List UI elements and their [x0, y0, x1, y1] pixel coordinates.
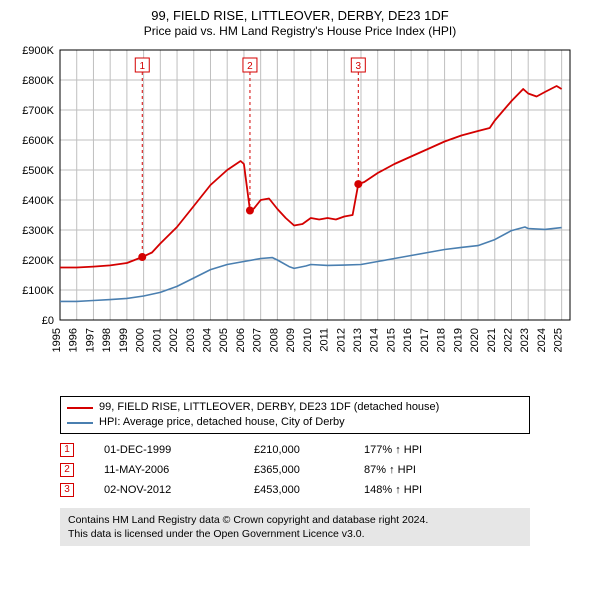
- sale-event-diff: 148% ↑ HPI: [364, 484, 530, 496]
- svg-text:2005: 2005: [218, 328, 230, 352]
- svg-text:1999: 1999: [118, 328, 130, 352]
- svg-text:£200K: £200K: [22, 255, 54, 267]
- legend-item: 99, FIELD RISE, LITTLEOVER, DERBY, DE23 …: [67, 400, 523, 415]
- svg-text:1996: 1996: [68, 328, 80, 352]
- svg-text:2007: 2007: [252, 328, 264, 352]
- sale-event-date: 01-DEC-1999: [104, 444, 224, 456]
- svg-text:2003: 2003: [185, 328, 197, 352]
- sale-event-row: 2 11-MAY-2006 £365,000 87% ↑ HPI: [60, 460, 530, 480]
- svg-text:2013: 2013: [352, 328, 364, 352]
- svg-text:2004: 2004: [201, 328, 213, 352]
- svg-text:2021: 2021: [486, 328, 498, 352]
- svg-text:£800K: £800K: [22, 75, 54, 87]
- chart-svg: £0 £100K £200K £300K £400K £500K £600K £700K £80…: [8, 42, 592, 392]
- svg-text:2006: 2006: [235, 328, 247, 352]
- sale-event-date: 11-MAY-2006: [104, 464, 224, 476]
- legend-label: 99, FIELD RISE, LITTLEOVER, DERBY, DE23 …: [99, 400, 439, 415]
- svg-text:2001: 2001: [151, 328, 163, 352]
- svg-text:1995: 1995: [51, 328, 63, 352]
- svg-text:2: 2: [247, 61, 253, 72]
- chart-plot-area: £0 £100K £200K £300K £400K £500K £600K £700K £80…: [8, 42, 592, 392]
- legend-swatch: [67, 407, 93, 409]
- sale-event-marker: 1: [60, 443, 74, 457]
- chart-legend: 99, FIELD RISE, LITTLEOVER, DERBY, DE23 …: [60, 396, 530, 434]
- sale-event-row: 1 01-DEC-1999 £210,000 177% ↑ HPI: [60, 440, 530, 460]
- svg-text:£500K: £500K: [22, 165, 54, 177]
- svg-text:2002: 2002: [168, 328, 180, 352]
- svg-text:2009: 2009: [285, 328, 297, 352]
- svg-text:£0: £0: [42, 315, 54, 327]
- attribution-line-1: Contains HM Land Registry data © Crown c…: [68, 513, 522, 527]
- svg-text:2015: 2015: [385, 328, 397, 352]
- svg-text:2010: 2010: [302, 328, 314, 352]
- sale-event-price: £365,000: [254, 464, 334, 476]
- svg-text:£400K: £400K: [22, 195, 54, 207]
- svg-text:2014: 2014: [369, 328, 381, 352]
- sale-event-diff: 87% ↑ HPI: [364, 464, 530, 476]
- attribution-footer: Contains HM Land Registry data © Crown c…: [60, 508, 530, 546]
- svg-text:2000: 2000: [135, 328, 147, 352]
- svg-text:2022: 2022: [502, 328, 514, 352]
- chart-container: 99, FIELD RISE, LITTLEOVER, DERBY, DE23 …: [0, 0, 600, 554]
- svg-text:2020: 2020: [469, 328, 481, 352]
- legend-label: HPI: Average price, detached house, City…: [99, 415, 345, 430]
- svg-text:2011: 2011: [319, 328, 331, 352]
- svg-text:2019: 2019: [452, 328, 464, 352]
- legend-item: HPI: Average price, detached house, City…: [67, 415, 523, 430]
- svg-text:£300K: £300K: [22, 225, 54, 237]
- chart-title: 99, FIELD RISE, LITTLEOVER, DERBY, DE23 …: [8, 8, 592, 23]
- svg-text:2012: 2012: [335, 328, 347, 352]
- svg-text:1: 1: [139, 61, 145, 72]
- svg-text:1998: 1998: [101, 328, 113, 352]
- sale-event-marker: 2: [60, 463, 74, 477]
- sale-event-diff: 177% ↑ HPI: [364, 444, 530, 456]
- sale-event-date: 02-NOV-2012: [104, 484, 224, 496]
- svg-text:1997: 1997: [84, 328, 96, 352]
- svg-text:3: 3: [356, 61, 362, 72]
- svg-text:2024: 2024: [536, 328, 548, 352]
- sale-event-price: £210,000: [254, 444, 334, 456]
- attribution-line-2: This data is licensed under the Open Gov…: [68, 527, 522, 541]
- svg-text:£700K: £700K: [22, 105, 54, 117]
- svg-text:2016: 2016: [402, 328, 414, 352]
- svg-text:2008: 2008: [268, 328, 280, 352]
- svg-text:2023: 2023: [519, 328, 531, 352]
- svg-text:2025: 2025: [553, 328, 565, 352]
- svg-text:£100K: £100K: [22, 285, 54, 297]
- sale-event-marker: 3: [60, 483, 74, 497]
- chart-subtitle: Price paid vs. HM Land Registry's House …: [8, 24, 592, 38]
- sale-event-price: £453,000: [254, 484, 334, 496]
- svg-text:2017: 2017: [419, 328, 431, 352]
- svg-text:2018: 2018: [436, 328, 448, 352]
- legend-swatch: [67, 422, 93, 424]
- sale-event-row: 3 02-NOV-2012 £453,000 148% ↑ HPI: [60, 480, 530, 500]
- sale-events-table: 1 01-DEC-1999 £210,000 177% ↑ HPI 2 11-MAY-20…: [60, 440, 530, 500]
- svg-text:£600K: £600K: [22, 135, 54, 147]
- svg-text:£900K: £900K: [22, 45, 54, 57]
